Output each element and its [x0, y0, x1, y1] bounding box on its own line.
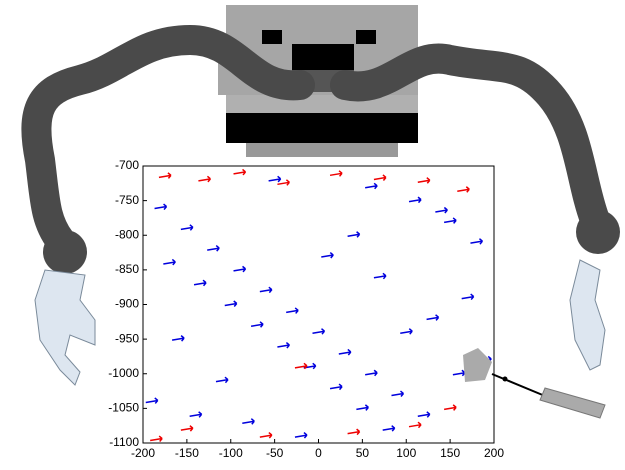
arrow: [259, 431, 273, 439]
y-tick-label: -800: [115, 227, 139, 241]
arrow: [294, 362, 308, 370]
arrow: [180, 425, 194, 432]
arrow: [444, 217, 457, 224]
plot-area: [142, 165, 495, 444]
x-tick-label: -200: [131, 446, 155, 460]
arrow: [382, 425, 396, 432]
arrow: [408, 196, 422, 204]
arrow: [268, 175, 282, 183]
x-tick-label: 100: [396, 446, 416, 460]
arrow: [193, 279, 207, 287]
x-tick-label: 200: [484, 446, 504, 460]
arrow: [426, 314, 440, 321]
y-tick-label: -850: [115, 262, 139, 276]
arrow: [470, 238, 484, 245]
arrow: [329, 170, 343, 177]
arrow: [461, 293, 475, 301]
arrow: [356, 404, 369, 411]
arrow: [373, 174, 387, 181]
y-tick-label: -750: [115, 193, 139, 207]
arrow: [286, 307, 299, 314]
arrow: [417, 177, 431, 184]
arrow: [400, 328, 413, 335]
x-tick-label: 150: [440, 446, 460, 460]
robot-arms: [21, 24, 620, 274]
arrow: [198, 175, 212, 183]
arrow: [259, 286, 273, 294]
arrow: [294, 431, 308, 439]
y-tick-label: -900: [115, 297, 139, 311]
y-tick-label: -950: [115, 331, 139, 345]
arrow: [150, 435, 163, 443]
arrow: [391, 390, 405, 398]
x-tick-label: -150: [175, 446, 199, 460]
arrow: [277, 179, 290, 186]
robot-hands: [34, 259, 606, 386]
arrow: [312, 328, 326, 335]
x-tick-label: 0: [315, 446, 322, 460]
arrow: [171, 335, 185, 342]
y-tick-label: -1100: [109, 435, 139, 449]
arrow: [242, 418, 255, 425]
arrow: [250, 321, 264, 328]
arrow: [158, 172, 172, 179]
arrow: [435, 206, 448, 214]
arrow: [338, 348, 352, 356]
arrow: [163, 258, 176, 266]
y-tick-label: -1000: [108, 366, 139, 380]
arrow: [408, 421, 422, 429]
arrow: [207, 245, 220, 252]
arrow: [180, 224, 194, 231]
arrow: [365, 369, 378, 377]
arrow: [457, 186, 470, 193]
arrow: [373, 272, 387, 280]
x-tick-label: 50: [356, 446, 370, 460]
arrow: [321, 251, 334, 259]
x-tick-label: -50: [266, 446, 284, 460]
y-tick-label: -700: [115, 158, 139, 172]
arrow: [224, 300, 238, 307]
arrow: [347, 231, 361, 238]
arrow: [233, 168, 247, 176]
arrow: [365, 182, 378, 190]
tool: [463, 348, 606, 419]
arrow: [417, 411, 431, 418]
y-tick-label: -1050: [108, 401, 139, 415]
arrow: [329, 383, 343, 391]
arrow: [347, 428, 361, 436]
arrow: [154, 203, 168, 211]
arrow: [444, 404, 457, 411]
arrow: [189, 411, 203, 418]
arrow: [233, 265, 247, 273]
arrow: [277, 341, 290, 349]
arrow: [215, 376, 229, 384]
arrow: [145, 397, 159, 404]
x-tick-label: -100: [219, 446, 243, 460]
